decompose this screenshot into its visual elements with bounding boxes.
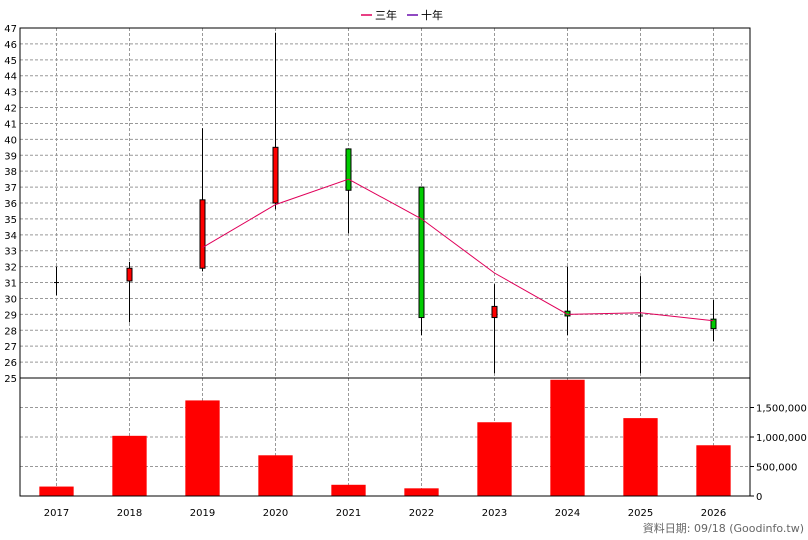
volume-bar bbox=[404, 488, 439, 496]
price-tick-label: 32 bbox=[4, 263, 17, 274]
ma-line bbox=[202, 178, 714, 322]
chart-legend: 三年 十年 bbox=[361, 8, 443, 22]
candlesticks bbox=[54, 32, 717, 374]
x-axis: 2017 2018 2019 2020 2021 2022 2023 2024 2025 2026 bbox=[44, 508, 726, 519]
price-tick-label: 46 bbox=[4, 40, 17, 51]
price-tick-label: 41 bbox=[4, 119, 17, 130]
price-tick-label: 30 bbox=[4, 294, 17, 305]
volume-bar bbox=[185, 400, 220, 496]
price-tick-label: 45 bbox=[4, 56, 17, 67]
volume-bar bbox=[623, 418, 658, 496]
candle-body bbox=[199, 199, 206, 269]
moving-average-lines bbox=[202, 178, 714, 322]
candle-body bbox=[345, 148, 352, 191]
volume-y-axis: 0 500,000 1,000,000 1,500,000 bbox=[750, 404, 807, 503]
price-panel: 25 26 27 28 29 30 31 32 33 34 35 36 37 38 39 40 41 42 43 44… bbox=[4, 24, 751, 385]
legend-label: 十年 bbox=[421, 8, 443, 22]
x-tick-label: 2022 bbox=[409, 508, 434, 519]
price-tick-label: 25 bbox=[4, 374, 17, 385]
volume-bar bbox=[477, 422, 512, 496]
price-tick-label: 33 bbox=[4, 247, 17, 258]
volume-bar bbox=[112, 435, 147, 496]
price-tick-label: 43 bbox=[4, 88, 17, 99]
price-tick-label: 37 bbox=[4, 183, 17, 194]
data-date-footer: 資料日期: 09/18 (Goodinfo.tw) bbox=[642, 522, 804, 535]
price-tick-label: 27 bbox=[4, 342, 17, 353]
candle-body bbox=[418, 186, 425, 319]
candle-body bbox=[272, 146, 279, 204]
x-tick-label: 2017 bbox=[44, 508, 69, 519]
price-tick-label: 36 bbox=[4, 199, 17, 210]
x-tick-label: 2026 bbox=[701, 508, 726, 519]
price-y-axis: 25 26 27 28 29 30 31 32 33 34 35 36 37 38 39 40 41 42 43 44… bbox=[4, 24, 17, 385]
volume-tick-label: 0 bbox=[756, 492, 762, 503]
candle-body bbox=[491, 305, 498, 319]
price-tick-label: 42 bbox=[4, 104, 17, 115]
price-tick-label: 44 bbox=[4, 72, 17, 83]
volume-bar bbox=[258, 455, 293, 496]
legend-label: 三年 bbox=[375, 8, 397, 22]
volume-tick-label: 1,000,000 bbox=[756, 433, 807, 444]
x-tick-label: 2023 bbox=[482, 508, 507, 519]
volume-bar bbox=[550, 379, 585, 496]
x-tick-label: 2021 bbox=[336, 508, 361, 519]
price-tick-label: 31 bbox=[4, 279, 17, 290]
volume-bar bbox=[331, 484, 366, 496]
price-tick-label: 34 bbox=[4, 231, 17, 242]
price-tick-label: 28 bbox=[4, 326, 17, 337]
price-tick-label: 35 bbox=[4, 215, 17, 226]
price-tick-label: 38 bbox=[4, 167, 17, 178]
volume-bars bbox=[39, 379, 731, 496]
volume-tick-label: 1,500,000 bbox=[756, 404, 807, 415]
x-tick-label: 2018 bbox=[117, 508, 142, 519]
candle-body bbox=[126, 267, 133, 282]
volume-panel-frame bbox=[19, 377, 751, 497]
price-tick-label: 47 bbox=[4, 24, 17, 35]
price-tick-label: 29 bbox=[4, 310, 17, 321]
price-tick-label: 39 bbox=[4, 151, 17, 162]
volume-tick-label: 500,000 bbox=[756, 463, 797, 474]
candle-body bbox=[710, 318, 717, 330]
volume-panel: 0 500,000 1,000,000 1,500,000 bbox=[19, 377, 807, 503]
x-tick-label: 2025 bbox=[628, 508, 653, 519]
price-grid bbox=[20, 27, 750, 379]
x-tick-label: 2019 bbox=[190, 508, 215, 519]
price-tick-label: 40 bbox=[4, 135, 17, 146]
candle-body bbox=[564, 310, 571, 317]
x-tick-label: 2024 bbox=[555, 508, 580, 519]
price-tick-label: 26 bbox=[4, 358, 17, 369]
x-tick-label: 2020 bbox=[263, 508, 288, 519]
volume-bar bbox=[39, 486, 74, 496]
volume-bar bbox=[696, 445, 731, 496]
